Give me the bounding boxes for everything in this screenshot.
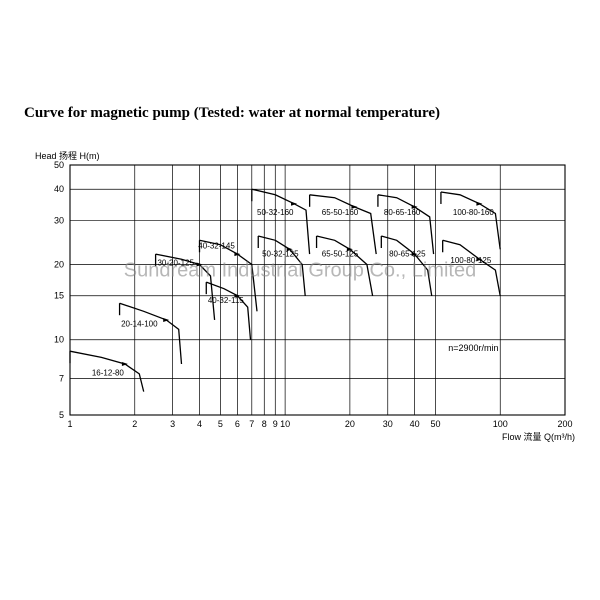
svg-text:7: 7: [59, 373, 64, 383]
svg-text:50-32-125: 50-32-125: [262, 250, 299, 259]
pump-curve-chart: 123456789102030405010020057101520304050H…: [20, 145, 580, 445]
svg-text:30-20-125: 30-20-125: [157, 259, 194, 268]
svg-text:80-65-125: 80-65-125: [389, 250, 426, 259]
svg-text:Head 扬程 H(m): Head 扬程 H(m): [35, 150, 100, 161]
svg-text:40: 40: [54, 184, 64, 194]
svg-text:5: 5: [218, 419, 223, 429]
svg-text:50: 50: [430, 419, 440, 429]
svg-text:200: 200: [557, 419, 572, 429]
chart-svg: 123456789102030405010020057101520304050H…: [20, 145, 580, 445]
svg-text:7: 7: [249, 419, 254, 429]
svg-text:20: 20: [54, 259, 64, 269]
svg-text:65-50-160: 65-50-160: [322, 208, 359, 217]
svg-text:16-12-80: 16-12-80: [92, 368, 125, 377]
svg-text:5: 5: [59, 410, 64, 420]
svg-text:2: 2: [132, 419, 137, 429]
svg-text:20: 20: [345, 419, 355, 429]
svg-text:100-80-125: 100-80-125: [450, 256, 491, 265]
svg-text:100: 100: [493, 419, 508, 429]
svg-text:3: 3: [170, 419, 175, 429]
svg-text:10: 10: [280, 419, 290, 429]
svg-text:40: 40: [410, 419, 420, 429]
svg-text:4: 4: [197, 419, 202, 429]
svg-text:50: 50: [54, 160, 64, 170]
svg-text:80-65-160: 80-65-160: [384, 208, 421, 217]
svg-text:9: 9: [273, 419, 278, 429]
svg-text:30: 30: [383, 419, 393, 429]
svg-text:6: 6: [235, 419, 240, 429]
svg-text:n=2900r/min: n=2900r/min: [448, 343, 498, 353]
svg-text:15: 15: [54, 291, 64, 301]
chart-title: Curve for magnetic pump (Tested: water a…: [24, 105, 440, 122]
svg-text:1: 1: [67, 419, 72, 429]
svg-text:50-32-160: 50-32-160: [257, 208, 294, 217]
svg-text:40-32-145: 40-32-145: [198, 241, 235, 250]
svg-text:40-32-115: 40-32-115: [208, 296, 244, 305]
svg-text:100-80-160: 100-80-160: [453, 208, 494, 217]
svg-text:30: 30: [54, 215, 64, 225]
svg-text:8: 8: [262, 419, 267, 429]
page-root: { "title": "Curve for magnetic pump (Tes…: [0, 0, 600, 600]
svg-text:65-50-125: 65-50-125: [322, 250, 359, 259]
svg-text:Flow 流量 Q(m³/h): Flow 流量 Q(m³/h): [502, 431, 575, 442]
svg-text:20-14-100: 20-14-100: [121, 319, 158, 328]
svg-text:10: 10: [54, 335, 64, 345]
